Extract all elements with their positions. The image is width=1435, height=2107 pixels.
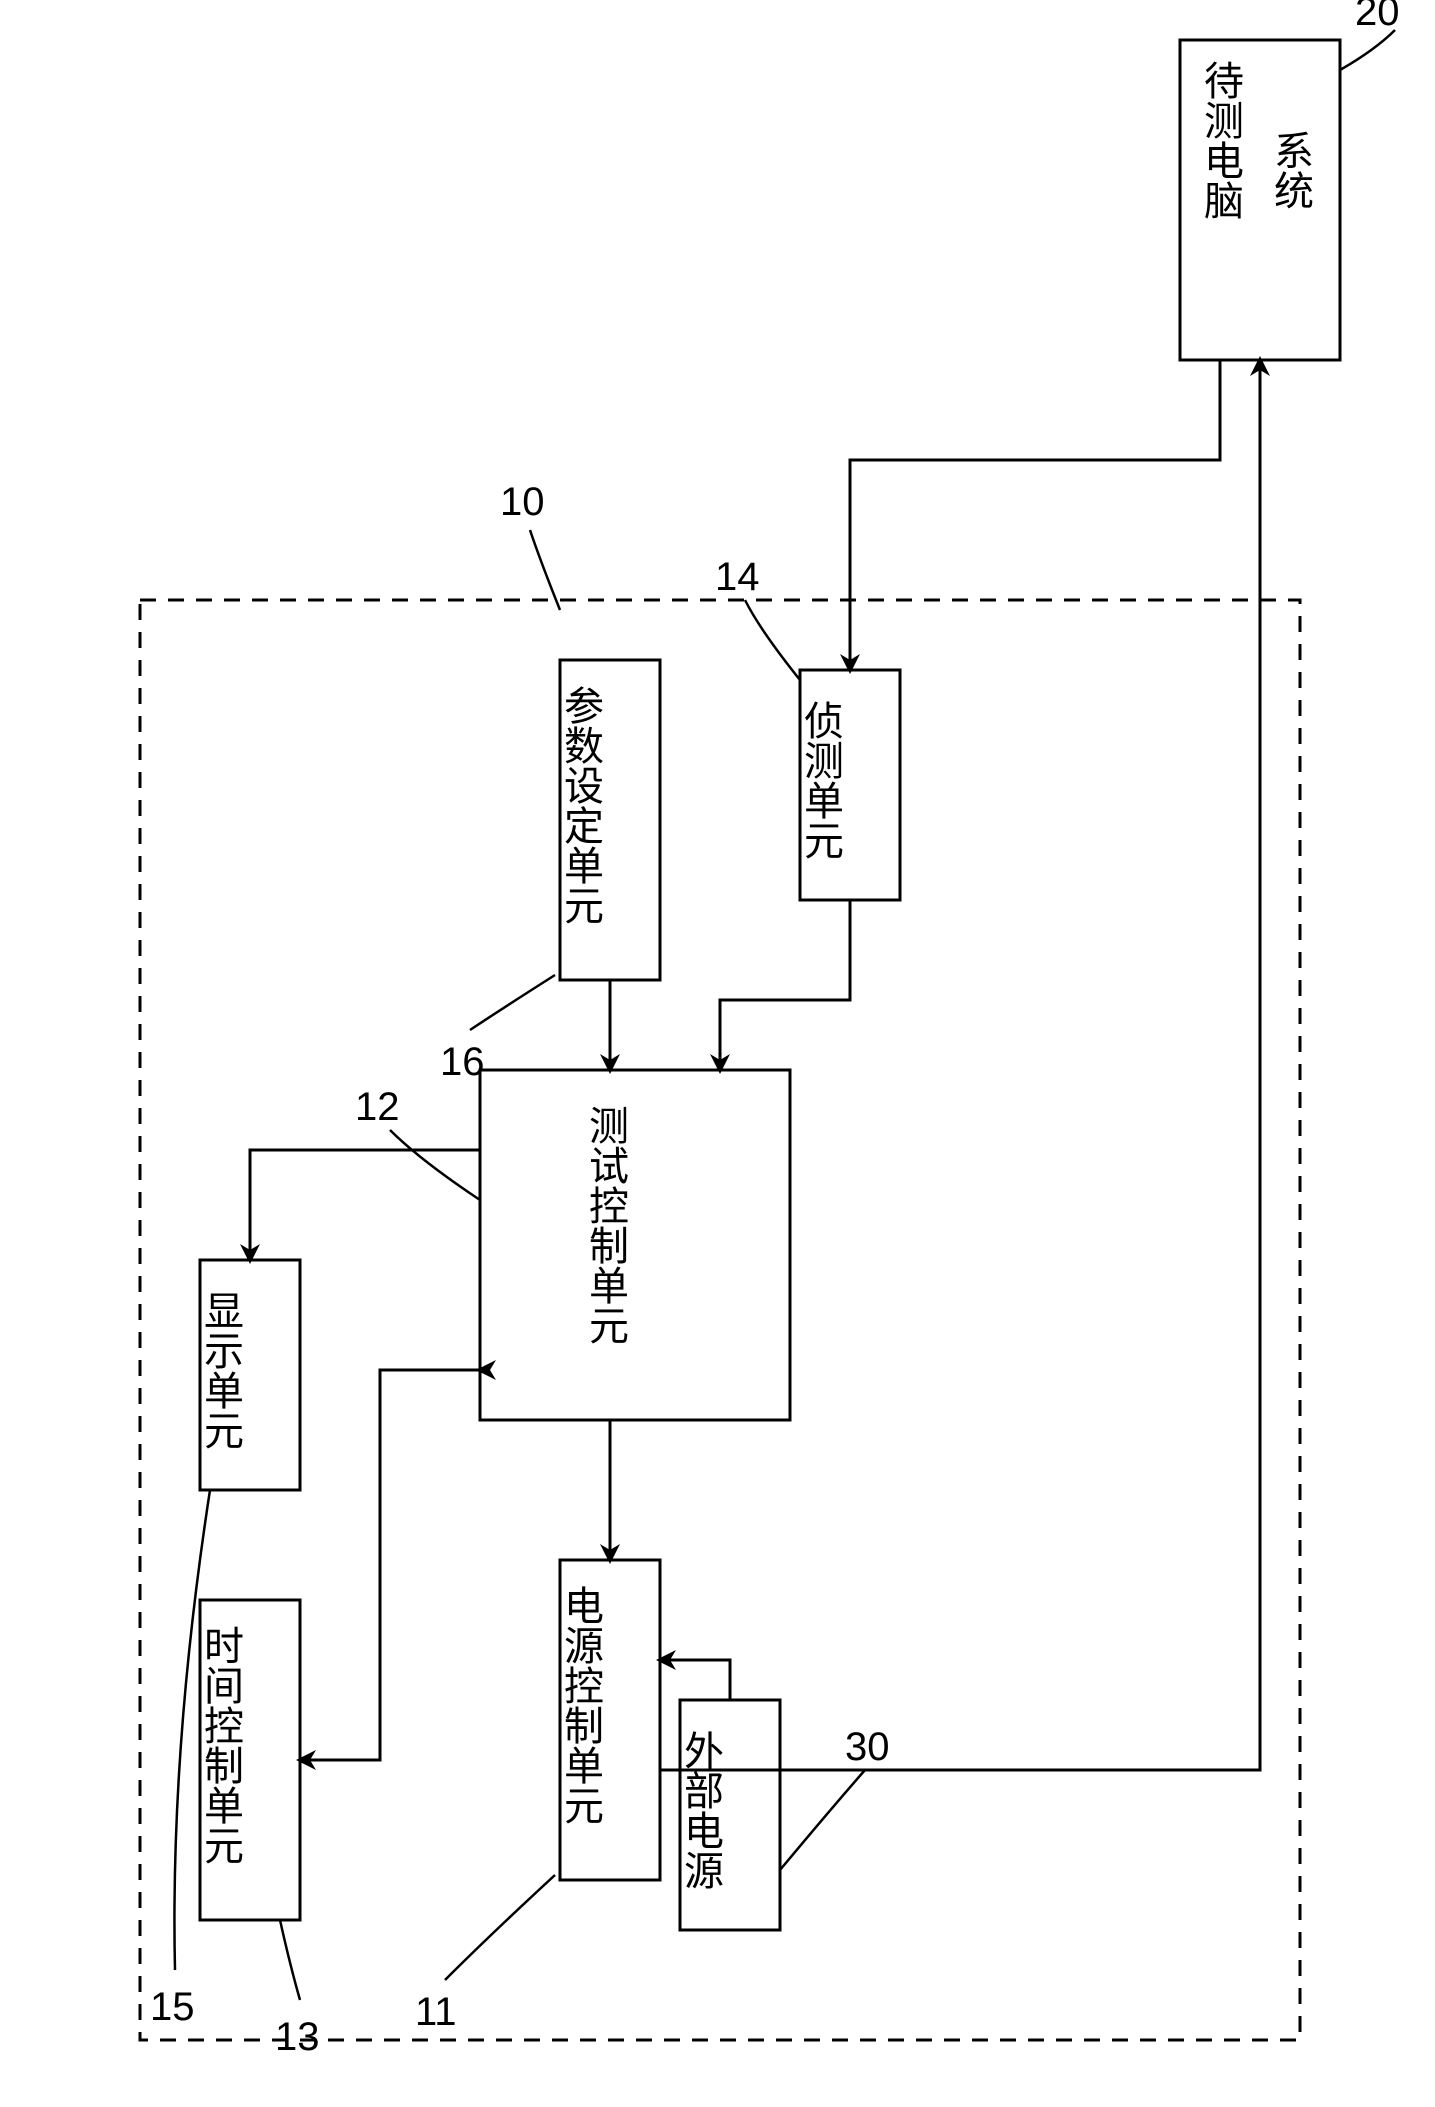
num-10: 10: [500, 480, 545, 524]
node-ext: 外部电源: [678, 1700, 780, 1930]
label-ext: 外部电源: [678, 1730, 723, 1890]
label-display: 显示单元: [198, 1290, 243, 1450]
node-power: 电源控制单元: [558, 1560, 660, 1880]
edge-test-display: [250, 1150, 480, 1260]
leader-30: [780, 1770, 865, 1870]
num-11: 11: [415, 1990, 457, 2034]
node-test: 测试控制单元: [480, 1070, 790, 1420]
edge-ext-power: [660, 1660, 730, 1700]
node-detect: 侦测单元: [798, 670, 900, 900]
num-14: 14: [715, 555, 760, 599]
edge-detect-test: [720, 900, 850, 1070]
leader-12: [390, 1130, 480, 1200]
edge-dut-detect: [850, 360, 1220, 670]
leader-16: [470, 975, 555, 1030]
label-detect: 侦测单元: [798, 700, 843, 860]
node-dut: 待测电脑 系统: [1180, 40, 1340, 360]
num-15: 15: [150, 1985, 195, 2029]
num-30: 30: [845, 1725, 890, 1769]
num-16: 16: [440, 1040, 485, 1084]
leader-11: [445, 1875, 555, 1980]
label-dut: 待测电脑: [1198, 60, 1243, 220]
label-time: 时间控制单元: [198, 1625, 243, 1865]
edge-test-time: [300, 1370, 480, 1760]
svg-text:系统: 系统: [1268, 130, 1313, 210]
leader-10: [530, 530, 560, 610]
leader-13: [280, 1920, 300, 2000]
leader-20: [1340, 30, 1395, 70]
node-display: 显示单元: [198, 1260, 300, 1490]
num-13: 13: [275, 2015, 320, 2059]
num-12: 12: [355, 1085, 400, 1129]
leader-14: [745, 600, 800, 680]
label-power: 电源控制单元: [558, 1585, 603, 1825]
num-20: 20: [1355, 0, 1400, 34]
node-time: 时间控制单元: [198, 1600, 300, 1920]
node-param: 参数设定单元: [558, 660, 660, 980]
label-param: 参数设定单元: [558, 685, 603, 925]
label-test: 测试控制单元: [583, 1105, 628, 1345]
